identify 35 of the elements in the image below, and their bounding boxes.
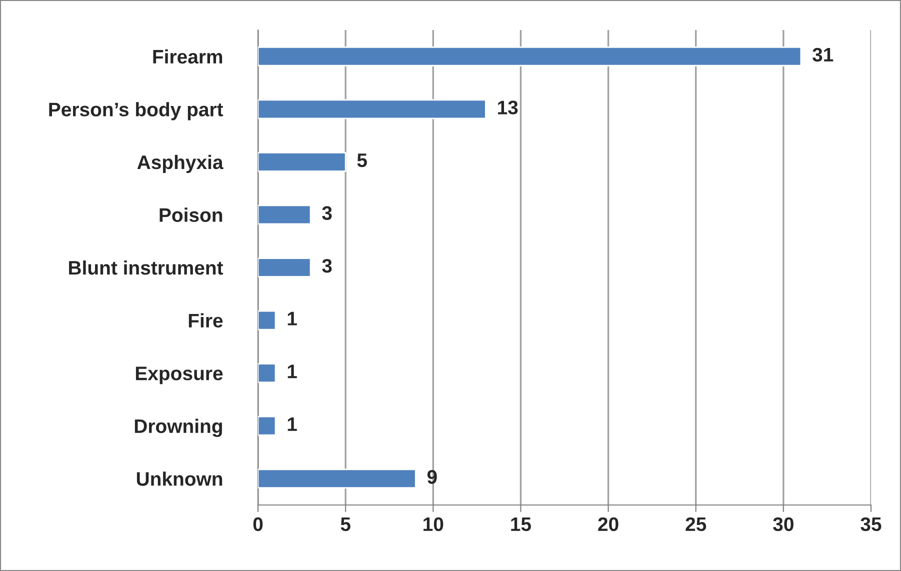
y-tick-label: Unknown: [136, 472, 222, 486]
data-label: 5: [357, 154, 367, 168]
bar: [258, 310, 276, 330]
bar: [258, 363, 276, 383]
x-tick-label: 5: [340, 518, 350, 532]
bar: [258, 99, 486, 120]
bar: [258, 258, 312, 278]
y-tick-label: Poison: [160, 208, 222, 222]
data-label: 9: [427, 470, 437, 484]
y-tick-label: Exposure: [136, 366, 223, 384]
y-tick-label: Person’s body part: [49, 102, 224, 120]
x-tick-label: 30: [773, 517, 794, 532]
x-tick-label: 25: [686, 517, 706, 532]
x-tick-label: 35: [860, 517, 882, 532]
data-label: 1: [288, 364, 297, 378]
data-label: 13: [498, 100, 518, 114]
data-label: 31: [812, 48, 834, 62]
bar: [258, 152, 346, 172]
bar: [258, 416, 276, 436]
x-tick-label: 20: [598, 517, 618, 532]
data-label: 3: [322, 206, 332, 220]
data-label: 1: [288, 417, 297, 431]
y-tick-label: Firearm: [153, 49, 222, 64]
y-tick-label: Blunt instrument: [69, 260, 224, 275]
bar: [258, 46, 802, 66]
x-tick-label: 10: [424, 517, 444, 532]
y-tick-label: Drowning: [134, 418, 222, 437]
data-label: 1: [288, 312, 297, 326]
data-label: 3: [322, 258, 332, 273]
y-tick-label: Asphyxia: [137, 154, 224, 174]
x-tick-label: 0: [253, 517, 263, 532]
bar: [258, 204, 312, 225]
bar: [258, 468, 416, 489]
y-tick-label: Fire: [188, 313, 223, 328]
x-tick-label: 15: [511, 518, 531, 532]
